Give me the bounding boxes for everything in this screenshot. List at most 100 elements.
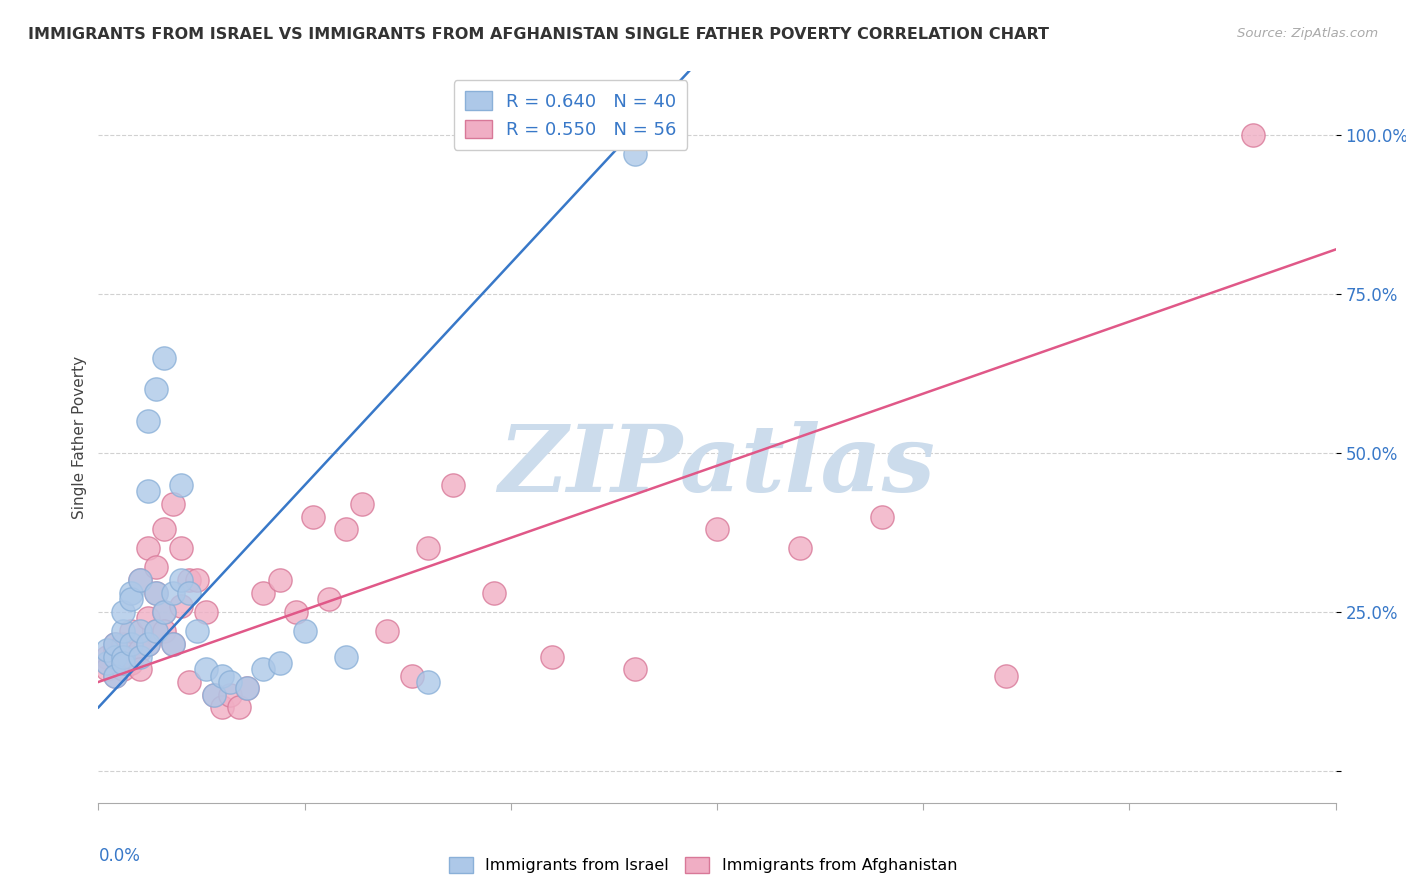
Point xyxy=(128,649,150,664)
Point xyxy=(186,624,208,638)
Point xyxy=(202,688,225,702)
Point xyxy=(136,541,159,556)
Point xyxy=(112,662,135,676)
Point xyxy=(136,414,159,428)
Point xyxy=(128,662,150,676)
Point xyxy=(120,624,142,638)
Point xyxy=(219,675,242,690)
Point xyxy=(236,681,259,696)
Point xyxy=(96,649,118,664)
Point xyxy=(112,605,135,619)
Point xyxy=(623,147,645,161)
Point xyxy=(136,611,159,625)
Legend: Immigrants from Israel, Immigrants from Afghanistan: Immigrants from Israel, Immigrants from … xyxy=(443,850,963,880)
Point xyxy=(623,662,645,676)
Point xyxy=(352,497,374,511)
Point xyxy=(335,522,357,536)
Point xyxy=(145,560,167,574)
Point xyxy=(162,637,184,651)
Point xyxy=(541,649,564,664)
Text: ZIPatlas: ZIPatlas xyxy=(499,421,935,511)
Point xyxy=(335,649,357,664)
Point xyxy=(228,700,250,714)
Point xyxy=(153,605,176,619)
Point xyxy=(484,586,506,600)
Point xyxy=(162,637,184,651)
Point xyxy=(418,675,440,690)
Point xyxy=(96,662,118,676)
Point xyxy=(112,637,135,651)
Point xyxy=(162,497,184,511)
Point xyxy=(128,573,150,587)
Point xyxy=(153,351,176,365)
Point xyxy=(318,592,340,607)
Point xyxy=(96,656,118,670)
Point xyxy=(112,656,135,670)
Point xyxy=(418,541,440,556)
Point xyxy=(179,573,201,587)
Point xyxy=(145,586,167,600)
Point xyxy=(211,668,233,682)
Point xyxy=(96,656,118,670)
Point xyxy=(153,624,176,638)
Point xyxy=(401,668,423,682)
Point xyxy=(104,668,127,682)
Point xyxy=(128,643,150,657)
Point xyxy=(375,624,398,638)
Text: Source: ZipAtlas.com: Source: ZipAtlas.com xyxy=(1237,27,1378,40)
Point xyxy=(120,592,142,607)
Point xyxy=(170,477,193,491)
Point xyxy=(170,541,193,556)
Point xyxy=(179,586,201,600)
Point xyxy=(96,643,118,657)
Point xyxy=(112,649,135,664)
Point xyxy=(136,484,159,499)
Point xyxy=(104,637,127,651)
Y-axis label: Single Father Poverty: Single Father Poverty xyxy=(72,356,87,518)
Point xyxy=(194,662,217,676)
Point xyxy=(211,700,233,714)
Point xyxy=(104,668,127,682)
Text: 0.0%: 0.0% xyxy=(98,847,141,864)
Point xyxy=(441,477,464,491)
Point xyxy=(120,656,142,670)
Point xyxy=(186,573,208,587)
Point xyxy=(145,624,167,638)
Point xyxy=(179,675,201,690)
Point xyxy=(120,637,142,651)
Point xyxy=(104,637,127,651)
Point xyxy=(112,649,135,664)
Point xyxy=(120,649,142,664)
Point xyxy=(136,637,159,651)
Point xyxy=(706,522,728,536)
Point xyxy=(170,599,193,613)
Point xyxy=(153,522,176,536)
Point xyxy=(104,649,127,664)
Point xyxy=(145,586,167,600)
Point xyxy=(252,586,274,600)
Text: IMMIGRANTS FROM ISRAEL VS IMMIGRANTS FROM AFGHANISTAN SINGLE FATHER POVERTY CORR: IMMIGRANTS FROM ISRAEL VS IMMIGRANTS FRO… xyxy=(28,27,1049,42)
Point xyxy=(870,509,893,524)
Point xyxy=(269,656,291,670)
Point xyxy=(285,605,308,619)
Point xyxy=(145,624,167,638)
Point xyxy=(128,624,150,638)
Point xyxy=(994,668,1017,682)
Point xyxy=(269,573,291,587)
Point xyxy=(145,383,167,397)
Point xyxy=(136,637,159,651)
Point xyxy=(194,605,217,619)
Point xyxy=(1241,128,1264,142)
Point xyxy=(219,688,242,702)
Point xyxy=(252,662,274,676)
Point xyxy=(162,586,184,600)
Point xyxy=(789,541,811,556)
Point xyxy=(302,509,325,524)
Point xyxy=(294,624,316,638)
Point xyxy=(236,681,259,696)
Point xyxy=(104,643,127,657)
Point xyxy=(202,688,225,702)
Point xyxy=(112,624,135,638)
Point xyxy=(128,573,150,587)
Point xyxy=(153,605,176,619)
